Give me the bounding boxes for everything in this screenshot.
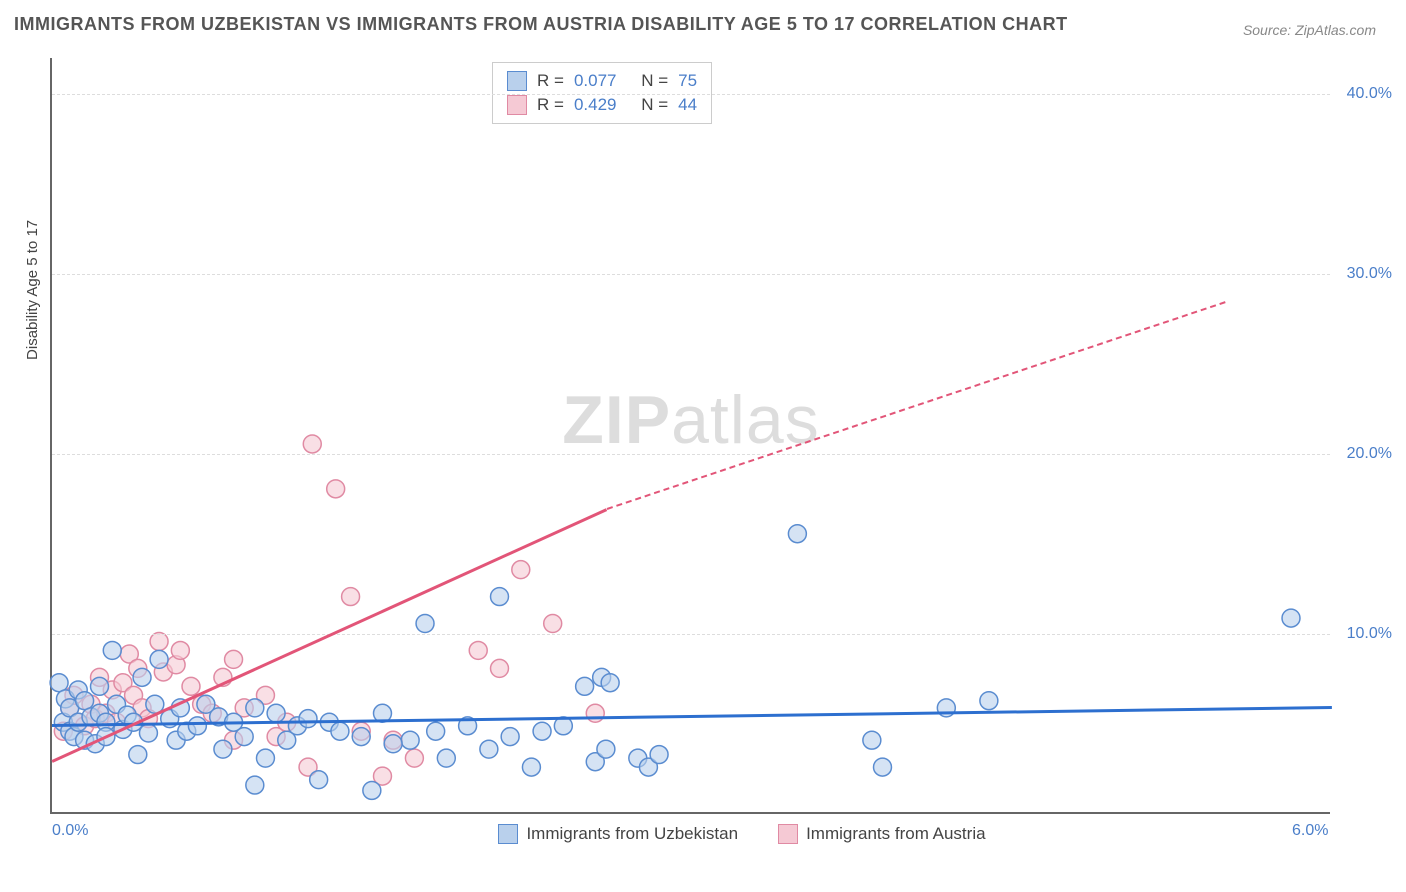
n-label: N = xyxy=(641,95,668,115)
chart-container: IMMIGRANTS FROM UZBEKISTAN VS IMMIGRANTS… xyxy=(0,0,1406,892)
scatter-point xyxy=(129,746,147,764)
scatter-point xyxy=(501,728,519,746)
scatter-point xyxy=(246,776,264,794)
scatter-point xyxy=(76,692,94,710)
scatter-point xyxy=(980,692,998,710)
scatter-point xyxy=(544,615,562,633)
scatter-point xyxy=(267,704,285,722)
r-value-0: 0.077 xyxy=(574,71,617,91)
scatter-point xyxy=(491,588,509,606)
gridline xyxy=(52,454,1330,455)
scatter-point xyxy=(522,758,540,776)
y-tick-label: 40.0% xyxy=(1347,85,1392,103)
scatter-point xyxy=(303,435,321,453)
scatter-point xyxy=(597,740,615,758)
gridline xyxy=(52,94,1330,95)
n-value-1: 44 xyxy=(678,95,697,115)
scatter-point xyxy=(150,650,168,668)
plot-area: ZIPatlas R = 0.077 N = 75 R = 0.429 N = … xyxy=(50,58,1330,814)
x-tick-label: 6.0% xyxy=(1292,822,1328,840)
scatter-point xyxy=(576,677,594,695)
r-value-1: 0.429 xyxy=(574,95,617,115)
scatter-svg xyxy=(52,58,1330,812)
scatter-point xyxy=(937,699,955,717)
scatter-point xyxy=(352,728,370,746)
swatch-bottom-1 xyxy=(778,824,798,844)
scatter-point xyxy=(133,668,151,686)
scatter-point xyxy=(554,717,572,735)
scatter-point xyxy=(1282,609,1300,627)
r-label: R = xyxy=(537,71,564,91)
legend-item-1: Immigrants from Austria xyxy=(778,824,986,844)
x-tick-label: 0.0% xyxy=(52,822,88,840)
r-label: R = xyxy=(537,95,564,115)
scatter-point xyxy=(171,641,189,659)
scatter-point xyxy=(601,674,619,692)
scatter-point xyxy=(235,728,253,746)
scatter-point xyxy=(384,735,402,753)
scatter-point xyxy=(416,615,434,633)
scatter-point xyxy=(246,699,264,717)
scatter-point xyxy=(225,650,243,668)
scatter-point xyxy=(50,674,68,692)
scatter-point xyxy=(188,717,206,735)
scatter-point xyxy=(150,632,168,650)
legend-row-series-1: R = 0.429 N = 44 xyxy=(507,93,697,117)
scatter-point xyxy=(874,758,892,776)
scatter-point xyxy=(491,659,509,677)
scatter-point xyxy=(91,677,109,695)
scatter-point xyxy=(788,525,806,543)
y-tick-label: 20.0% xyxy=(1347,445,1392,463)
scatter-point xyxy=(310,771,328,789)
y-tick-label: 30.0% xyxy=(1347,265,1392,283)
chart-title: IMMIGRANTS FROM UZBEKISTAN VS IMMIGRANTS… xyxy=(14,14,1068,35)
legend-row-series-0: R = 0.077 N = 75 xyxy=(507,69,697,93)
swatch-bottom-0 xyxy=(498,824,518,844)
y-tick-label: 10.0% xyxy=(1347,625,1392,643)
source-attribution: Source: ZipAtlas.com xyxy=(1243,22,1376,38)
legend-series: Immigrants from Uzbekistan Immigrants fr… xyxy=(102,824,1382,844)
scatter-point xyxy=(863,731,881,749)
scatter-point xyxy=(256,749,274,767)
scatter-point xyxy=(512,561,530,579)
scatter-point xyxy=(103,641,121,659)
swatch-series-0 xyxy=(507,71,527,91)
scatter-point xyxy=(331,722,349,740)
scatter-point xyxy=(437,749,455,767)
scatter-point xyxy=(427,722,445,740)
scatter-point xyxy=(327,480,345,498)
legend-correlation: R = 0.077 N = 75 R = 0.429 N = 44 xyxy=(492,62,712,124)
scatter-point xyxy=(363,781,381,799)
scatter-point xyxy=(533,722,551,740)
scatter-point xyxy=(480,740,498,758)
scatter-point xyxy=(342,588,360,606)
scatter-point xyxy=(469,641,487,659)
scatter-point xyxy=(401,731,419,749)
scatter-point xyxy=(650,746,668,764)
scatter-point xyxy=(405,749,423,767)
legend-label-1: Immigrants from Austria xyxy=(806,824,986,844)
n-label: N = xyxy=(641,71,668,91)
scatter-point xyxy=(214,740,232,758)
gridline xyxy=(52,634,1330,635)
swatch-series-1 xyxy=(507,95,527,115)
scatter-point xyxy=(139,724,157,742)
legend-label-0: Immigrants from Uzbekistan xyxy=(526,824,738,844)
gridline xyxy=(52,274,1330,275)
scatter-point xyxy=(299,710,317,728)
scatter-point xyxy=(586,704,604,722)
legend-item-0: Immigrants from Uzbekistan xyxy=(498,824,738,844)
y-axis-label: Disability Age 5 to 17 xyxy=(24,220,41,360)
n-value-0: 75 xyxy=(678,71,697,91)
